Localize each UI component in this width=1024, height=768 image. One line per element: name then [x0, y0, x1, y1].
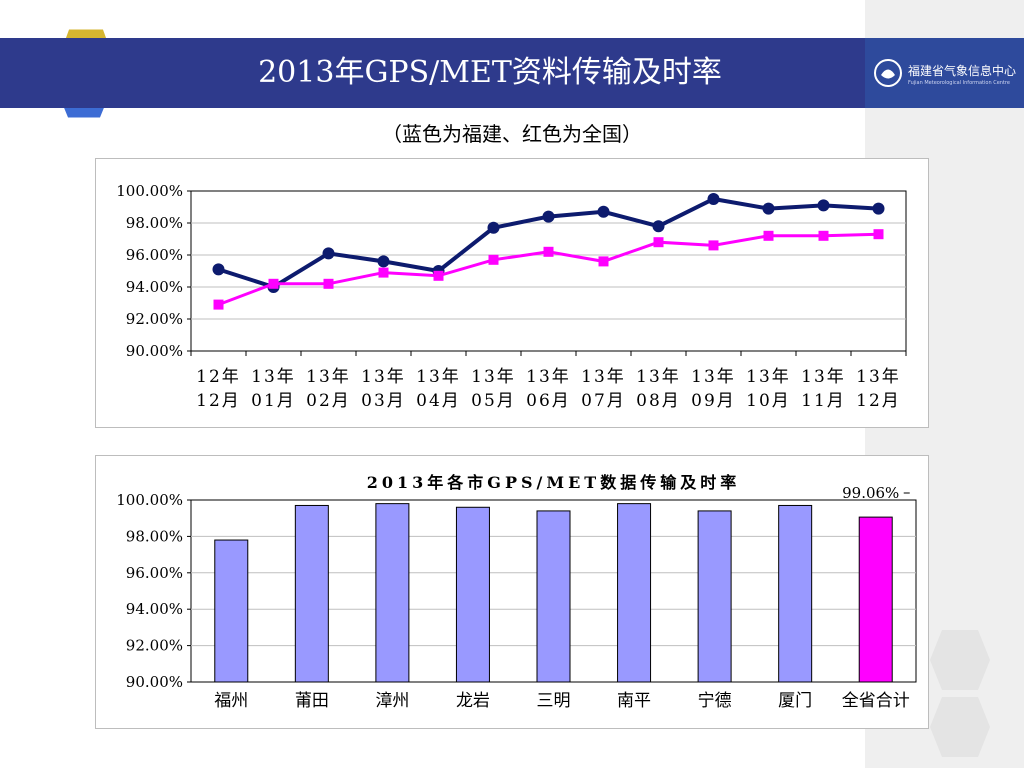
series-point: [653, 237, 664, 248]
y-tick-label: 94.00%: [126, 278, 183, 296]
x-tick-label-year: 13年: [801, 367, 846, 387]
series-point: [763, 230, 774, 241]
series-point: [598, 256, 609, 267]
x-tick-label-year: 12年: [196, 367, 241, 387]
series-point: [377, 255, 390, 268]
x-tick-label-month: 10月: [746, 391, 791, 411]
series-point: [817, 199, 830, 212]
line-chart-container: 100.00% 98.00% 96.00% 94.00% 92.00% 90.00% 12年…: [95, 158, 929, 428]
hexagon-grey-lower: [930, 697, 990, 757]
series-point: [268, 278, 279, 289]
series-point: [487, 221, 500, 234]
series-point: [212, 263, 225, 276]
x-tick-label-year: 13年: [416, 367, 461, 387]
logo-emblem-icon: [874, 59, 902, 87]
x-tick-label: 福州: [214, 691, 248, 711]
series-point: [488, 254, 499, 265]
x-tick-label-year: 13年: [856, 367, 901, 387]
bar: [617, 503, 652, 683]
bar: [536, 510, 571, 683]
series-point: [543, 246, 554, 257]
x-tick-label-month: 07月: [581, 391, 626, 411]
series-point: [433, 270, 444, 281]
x-tick-label: 厦门: [778, 691, 812, 711]
bar: [455, 506, 490, 683]
bar-chart-title: 2013年各市GPS/MET数据传输及时率: [367, 473, 740, 492]
x-tick-label: 宁德: [698, 691, 732, 711]
y-tick-label: 98.00%: [126, 527, 183, 545]
series-point: [873, 229, 884, 240]
bar: [778, 504, 813, 683]
x-tick-label: 南平: [617, 691, 651, 711]
bar: [697, 510, 732, 683]
x-tick-label-month: 02月: [306, 391, 351, 411]
y-tick-label: 98.00%: [126, 214, 183, 232]
x-tick-label: 莆田: [295, 691, 329, 711]
x-tick-label-month: 05月: [471, 391, 516, 411]
x-tick-label: 三明: [537, 691, 571, 711]
x-tick-label-month: 04月: [416, 391, 461, 411]
bar: [214, 539, 249, 683]
x-tick-label-year: 13年: [746, 367, 791, 387]
series-point: [542, 210, 555, 223]
series-point: [707, 193, 720, 205]
x-tick-label: 龙岩: [456, 691, 490, 711]
x-tick-label-year: 13年: [471, 367, 516, 387]
series-point: [652, 220, 665, 233]
x-tick-label-month: 12月: [196, 391, 241, 411]
y-tick-label: 94.00%: [126, 600, 183, 618]
page-title: 2013年GPS/MET资料传输及时率: [258, 55, 722, 90]
x-tick-label-month: 09月: [691, 391, 736, 411]
series-point: [322, 247, 335, 260]
x-tick-label-month: 11月: [801, 391, 846, 411]
y-tick-label: 96.00%: [126, 564, 183, 582]
series-point: [597, 205, 610, 218]
chart-subtitle: （蓝色为福建、红色为全国）: [382, 122, 642, 146]
series-point: [708, 240, 719, 251]
y-tick-label: 100.00%: [116, 182, 183, 200]
series-point: [762, 202, 775, 215]
x-tick-label-year: 13年: [361, 367, 406, 387]
bar-data-label: 99.06%: [842, 484, 899, 502]
logo-name-en: Fujian Meteorological Information Centre: [908, 80, 1010, 86]
x-tick-label-year: 13年: [526, 367, 571, 387]
y-tick-label: 92.00%: [126, 310, 183, 328]
bar: [858, 516, 893, 683]
x-tick-label-year: 13年: [636, 367, 681, 387]
x-tick-label-year: 13年: [581, 367, 626, 387]
y-tick-label: 92.00%: [126, 637, 183, 655]
x-tick-label-year: 13年: [691, 367, 736, 387]
bar: [294, 504, 329, 683]
logo-name-cn: 福建省气象信息中心: [908, 64, 1017, 78]
x-tick-label-year: 13年: [251, 367, 296, 387]
x-tick-label: 全省合计: [842, 691, 910, 711]
x-tick-label-month: 08月: [636, 391, 681, 411]
line-chart: 100.00% 98.00% 96.00% 94.00% 92.00% 90.00% 12年…: [116, 182, 907, 411]
header-band: [0, 38, 865, 108]
bar-chart-container: 2013年各市GPS/MET数据传输及时率 100.00% 98.00% 96.00%…: [95, 455, 929, 729]
hexagon-grey-upper: [930, 630, 990, 690]
series-point: [872, 202, 885, 215]
x-tick-label-month: 12月: [856, 391, 901, 411]
y-tick-label: 96.00%: [126, 246, 183, 264]
series-point: [818, 230, 829, 241]
y-tick-label: 100.00%: [116, 491, 183, 509]
y-tick-label: 90.00%: [126, 342, 183, 360]
y-tick-label: 90.00%: [126, 673, 183, 691]
logo: 福建省气象信息中心 Fujian Meteorological Informat…: [865, 38, 1024, 108]
bar: [375, 503, 410, 683]
x-tick-label-month: 01月: [251, 391, 296, 411]
bar-chart: 2013年各市GPS/MET数据传输及时率 100.00% 98.00% 96.00%…: [116, 473, 917, 711]
series-point: [378, 267, 389, 278]
hexagon-corner-decoration: [930, 630, 990, 757]
series-point: [213, 299, 224, 310]
x-tick-label-year: 13年: [306, 367, 351, 387]
series-point: [323, 278, 334, 289]
x-tick-label-month: 03月: [361, 391, 406, 411]
x-tick-label: 漳州: [375, 691, 409, 711]
x-tick-label-month: 06月: [526, 391, 571, 411]
